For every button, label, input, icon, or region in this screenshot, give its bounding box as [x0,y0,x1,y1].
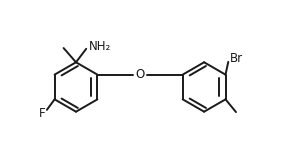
Text: F: F [39,107,45,120]
Text: NH₂: NH₂ [89,40,111,53]
Text: O: O [135,68,145,81]
Text: Br: Br [230,52,243,65]
